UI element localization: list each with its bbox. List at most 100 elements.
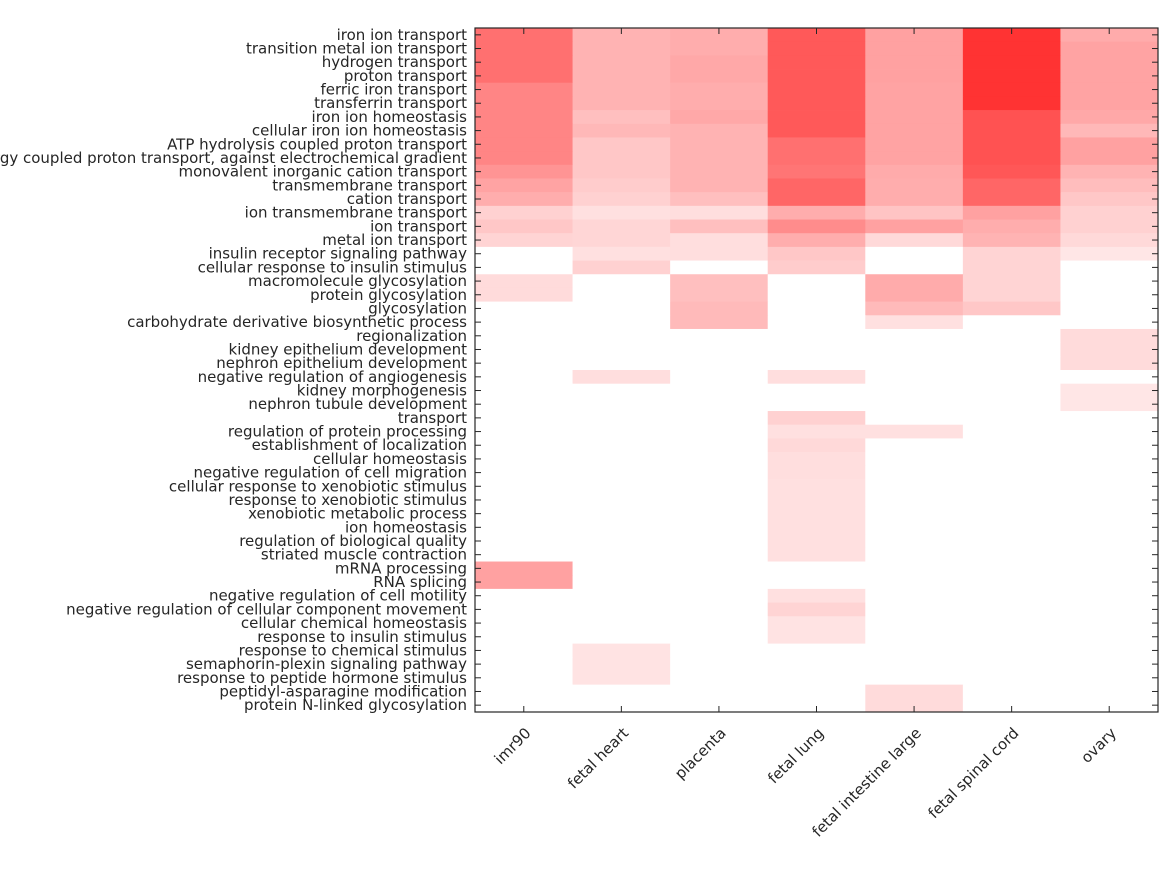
heatmap-cell — [670, 205, 769, 220]
heatmap-cell — [865, 342, 964, 357]
y-tick-label: proton transport — [344, 67, 467, 85]
heatmap-cell — [767, 301, 866, 316]
y-tick-label: ion transport — [370, 217, 467, 235]
heatmap-cell — [572, 178, 671, 193]
heatmap-cell — [572, 629, 671, 644]
heatmap-cell — [962, 616, 1061, 631]
heatmap-cell — [1060, 328, 1159, 344]
heatmap-cell — [475, 260, 573, 275]
heatmap-cell — [475, 698, 573, 713]
heatmap-cell — [670, 547, 769, 562]
heatmap-cell — [1060, 370, 1159, 385]
heatmap-cell — [475, 383, 573, 398]
heatmap-cell — [475, 534, 573, 549]
heatmap-cell — [572, 328, 671, 344]
heatmap-cell — [572, 137, 671, 152]
heatmap-cell — [865, 233, 964, 248]
heatmap-cell — [865, 246, 964, 261]
heatmap-cell — [1060, 629, 1159, 644]
heatmap-cell — [1060, 342, 1159, 357]
heatmap-cell — [572, 246, 671, 261]
heatmap-cell — [962, 151, 1061, 166]
x-tick-label: fetal spinal cord — [925, 724, 1023, 822]
y-tick-label: carbohydrate derivative biosynthetic pro… — [127, 313, 467, 331]
heatmap-cell — [865, 383, 964, 398]
heatmap-cell — [767, 670, 866, 686]
heatmap-cell — [962, 424, 1061, 439]
heatmap-cell — [767, 41, 866, 56]
heatmap-cell — [767, 233, 866, 248]
heatmap-cell — [1060, 233, 1159, 248]
heatmap-cell — [962, 178, 1061, 193]
heatmap-cell — [670, 602, 769, 617]
heatmap-cell — [475, 643, 573, 658]
heatmap-cell — [865, 561, 964, 576]
y-tick-label: striated muscle contraction — [261, 546, 467, 564]
heatmap-cell — [572, 370, 671, 385]
heatmap-cell — [962, 260, 1061, 275]
heatmap-cell — [572, 506, 671, 521]
heatmap-cell — [1060, 493, 1159, 508]
heatmap-cell — [670, 287, 769, 302]
heatmap-cell — [475, 575, 573, 590]
y-tick-label: negative regulation of cell motility — [209, 587, 467, 605]
heatmap-cell — [767, 28, 866, 43]
heatmap-cell — [962, 397, 1061, 412]
heatmap-cell — [572, 192, 671, 207]
x-axis-labels: imr90 fetal heart placenta fetal lungfetal … — [491, 724, 1120, 841]
heatmap-cell — [670, 41, 769, 56]
y-tick-label: RNA splicing — [373, 573, 467, 591]
heatmap-cell — [962, 55, 1061, 70]
heatmap-cell — [767, 219, 866, 234]
heatmap-cell — [1060, 616, 1159, 631]
heatmap-cell — [1060, 670, 1159, 686]
heatmap-cell — [767, 547, 866, 562]
heatmap-cell — [962, 370, 1061, 385]
y-tick-label: transferrin transport — [314, 94, 467, 112]
heatmap-cell — [865, 452, 964, 467]
heatmap-cell — [962, 698, 1061, 713]
heatmap-cell — [670, 192, 769, 207]
heatmap-cell — [767, 151, 866, 166]
heatmap-cell — [475, 301, 573, 316]
heatmap-cell — [767, 328, 866, 344]
heatmap-cell — [767, 246, 866, 261]
heatmap-cell — [572, 657, 671, 672]
heatmap-cell — [962, 588, 1061, 603]
heatmap-cell — [475, 452, 573, 467]
heatmap-cell — [572, 575, 671, 590]
heatmap-cell — [475, 424, 573, 439]
heatmap-cell — [1060, 205, 1159, 220]
y-tick-label: transmembrane transport — [272, 176, 467, 194]
y-tick-label: response to chemical stimulus — [239, 641, 468, 659]
heatmap-cell — [865, 657, 964, 672]
heatmap-cell — [962, 96, 1061, 111]
heatmap-cell — [1060, 82, 1159, 97]
heatmap-cell — [475, 657, 573, 672]
y-tick-label: kidney epithelium development — [229, 340, 468, 358]
heatmap-cell — [475, 602, 573, 617]
heatmap-cell — [962, 123, 1061, 138]
heatmap-cell — [572, 411, 671, 426]
heatmap-cell — [475, 616, 573, 631]
heatmap-cell — [475, 684, 573, 699]
heatmap-cell — [962, 383, 1061, 398]
y-tick-label: cellular iron ion homeostasis — [252, 122, 467, 140]
y-tick-label: metal ion transport — [322, 231, 467, 249]
heatmap-cell — [572, 424, 671, 439]
y-tick-label: insulin receptor signaling pathway — [209, 245, 468, 263]
heatmap-cell — [572, 287, 671, 302]
heatmap-cell — [1060, 657, 1159, 672]
heatmap-cell — [865, 82, 964, 97]
heatmap-cell — [865, 465, 964, 480]
heatmap-cell — [1060, 520, 1159, 535]
y-tick-label: response to insulin stimulus — [257, 628, 467, 646]
heatmap-cell — [1060, 260, 1159, 275]
heatmap-cell — [572, 356, 671, 371]
heatmap-cell — [767, 411, 866, 426]
heatmap-cell — [1060, 192, 1159, 207]
heatmap-cell — [572, 534, 671, 549]
heatmap-cell — [572, 233, 671, 248]
heatmap-cell — [962, 520, 1061, 535]
